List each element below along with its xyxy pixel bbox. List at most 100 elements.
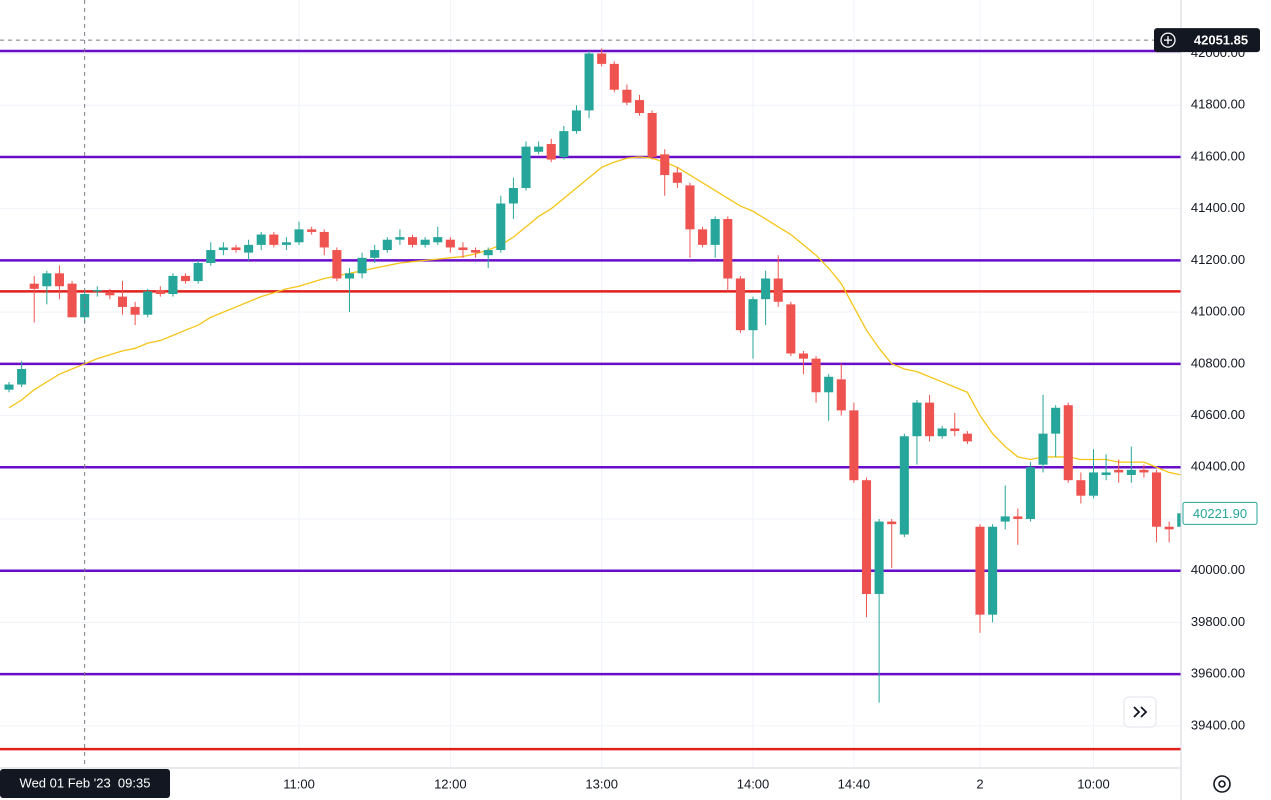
candle-body	[181, 275, 191, 282]
candle-body	[1025, 467, 1035, 519]
last-price-box	[1182, 501, 1258, 525]
candle-body	[1114, 469, 1124, 473]
candle-body	[307, 229, 317, 232]
candle-body	[433, 237, 443, 243]
candle-body	[193, 262, 203, 282]
candle-body	[370, 250, 380, 258]
crosshair-price-box	[1154, 28, 1260, 53]
x-tick-label: 13:00	[585, 776, 618, 791]
candle-body	[29, 283, 39, 289]
candle-body	[937, 428, 947, 437]
candle-body	[811, 358, 821, 393]
candle-body	[67, 283, 77, 318]
candle-body	[571, 110, 582, 132]
candle-body	[281, 242, 291, 245]
y-tick-label: 40600.00	[1191, 407, 1245, 422]
y-tick-label: 39400.00	[1191, 717, 1245, 732]
candle-body	[357, 257, 367, 274]
candle-body	[925, 402, 935, 437]
candle-body	[1151, 472, 1162, 527]
moving-average-line	[8, 156, 1181, 476]
add-alert-icon	[1160, 32, 1176, 48]
candle-body	[710, 219, 720, 245]
x-tick-label: 14:00	[737, 776, 770, 791]
candle-body	[887, 521, 897, 525]
candle-body	[647, 113, 657, 157]
candle-body	[1101, 472, 1111, 476]
candle-body	[244, 244, 254, 253]
candle-body	[1063, 405, 1073, 481]
candle-body	[521, 146, 531, 188]
candle-body	[634, 100, 645, 114]
candle-body	[168, 275, 178, 295]
scroll-icon	[1133, 706, 1148, 718]
candle-body	[735, 278, 745, 331]
candle-body	[483, 250, 493, 256]
y-tick-label: 40000.00	[1191, 562, 1245, 577]
x-tick-label: 11:00	[283, 776, 315, 791]
y-tick-label: 40800.00	[1191, 355, 1245, 370]
x-tick-label: 2	[976, 776, 983, 791]
candle-body	[231, 247, 241, 251]
candle-body	[445, 239, 455, 248]
candle-body	[54, 273, 64, 287]
scroll-button[interactable]	[1123, 696, 1157, 728]
candle-body	[155, 290, 165, 295]
candle-body	[218, 247, 228, 251]
candle-body	[950, 428, 960, 432]
candle-body	[672, 172, 682, 183]
candle-body	[874, 521, 884, 594]
candle-body	[609, 63, 619, 90]
candle-body	[559, 131, 569, 157]
candle-body	[1139, 469, 1149, 473]
candle-body	[294, 229, 304, 243]
candle-body	[256, 234, 266, 245]
candle-body	[849, 410, 859, 481]
candle-body	[622, 89, 632, 103]
candle-body	[1164, 526, 1174, 530]
candle-body	[861, 480, 872, 594]
candle-body	[420, 239, 430, 245]
candle-body	[546, 144, 556, 160]
add-alert-plus	[1164, 36, 1172, 45]
candle-body	[92, 290, 102, 292]
last-price-label: 40221.90	[1193, 506, 1247, 521]
candle-body	[786, 304, 796, 354]
y-tick-label: 39800.00	[1191, 614, 1245, 629]
candle-body	[332, 250, 342, 279]
candle-body	[584, 53, 594, 111]
candle-body	[458, 247, 468, 251]
candle-body	[4, 384, 14, 390]
candle-body	[395, 237, 405, 240]
settings-ring	[1213, 775, 1231, 793]
candle-body	[496, 203, 506, 251]
candle-body	[899, 436, 909, 535]
y-tick-label: 41400.00	[1191, 200, 1245, 215]
candle-body	[748, 299, 758, 331]
y-tick-label: 41000.00	[1191, 304, 1245, 319]
candle-body	[798, 353, 808, 359]
y-tick-label: 40400.00	[1191, 459, 1245, 474]
candle-body	[761, 278, 771, 300]
candle-body	[836, 379, 846, 411]
candle-body	[597, 53, 607, 64]
candle-body	[975, 526, 985, 615]
candle-body	[143, 291, 153, 315]
candle-body	[962, 433, 972, 442]
candle-body	[1088, 472, 1099, 496]
settings-button[interactable]	[1213, 775, 1231, 793]
candle-body	[344, 273, 355, 279]
crosshair-time-label: Wed 01 Feb '23 09:35	[20, 775, 151, 790]
candle-body	[660, 154, 670, 176]
candle-body	[534, 146, 544, 152]
candle-body	[1126, 469, 1136, 476]
candle-body	[105, 292, 115, 296]
axes: 42000.0041800.0041600.0041400.0041200.00…	[283, 45, 1245, 791]
candle-body	[1177, 513, 1181, 527]
y-tick-label: 39600.00	[1191, 666, 1245, 681]
candle-body	[1076, 480, 1086, 496]
candle-body	[1038, 433, 1048, 465]
candle-body	[508, 187, 518, 204]
candle-body	[382, 239, 392, 251]
